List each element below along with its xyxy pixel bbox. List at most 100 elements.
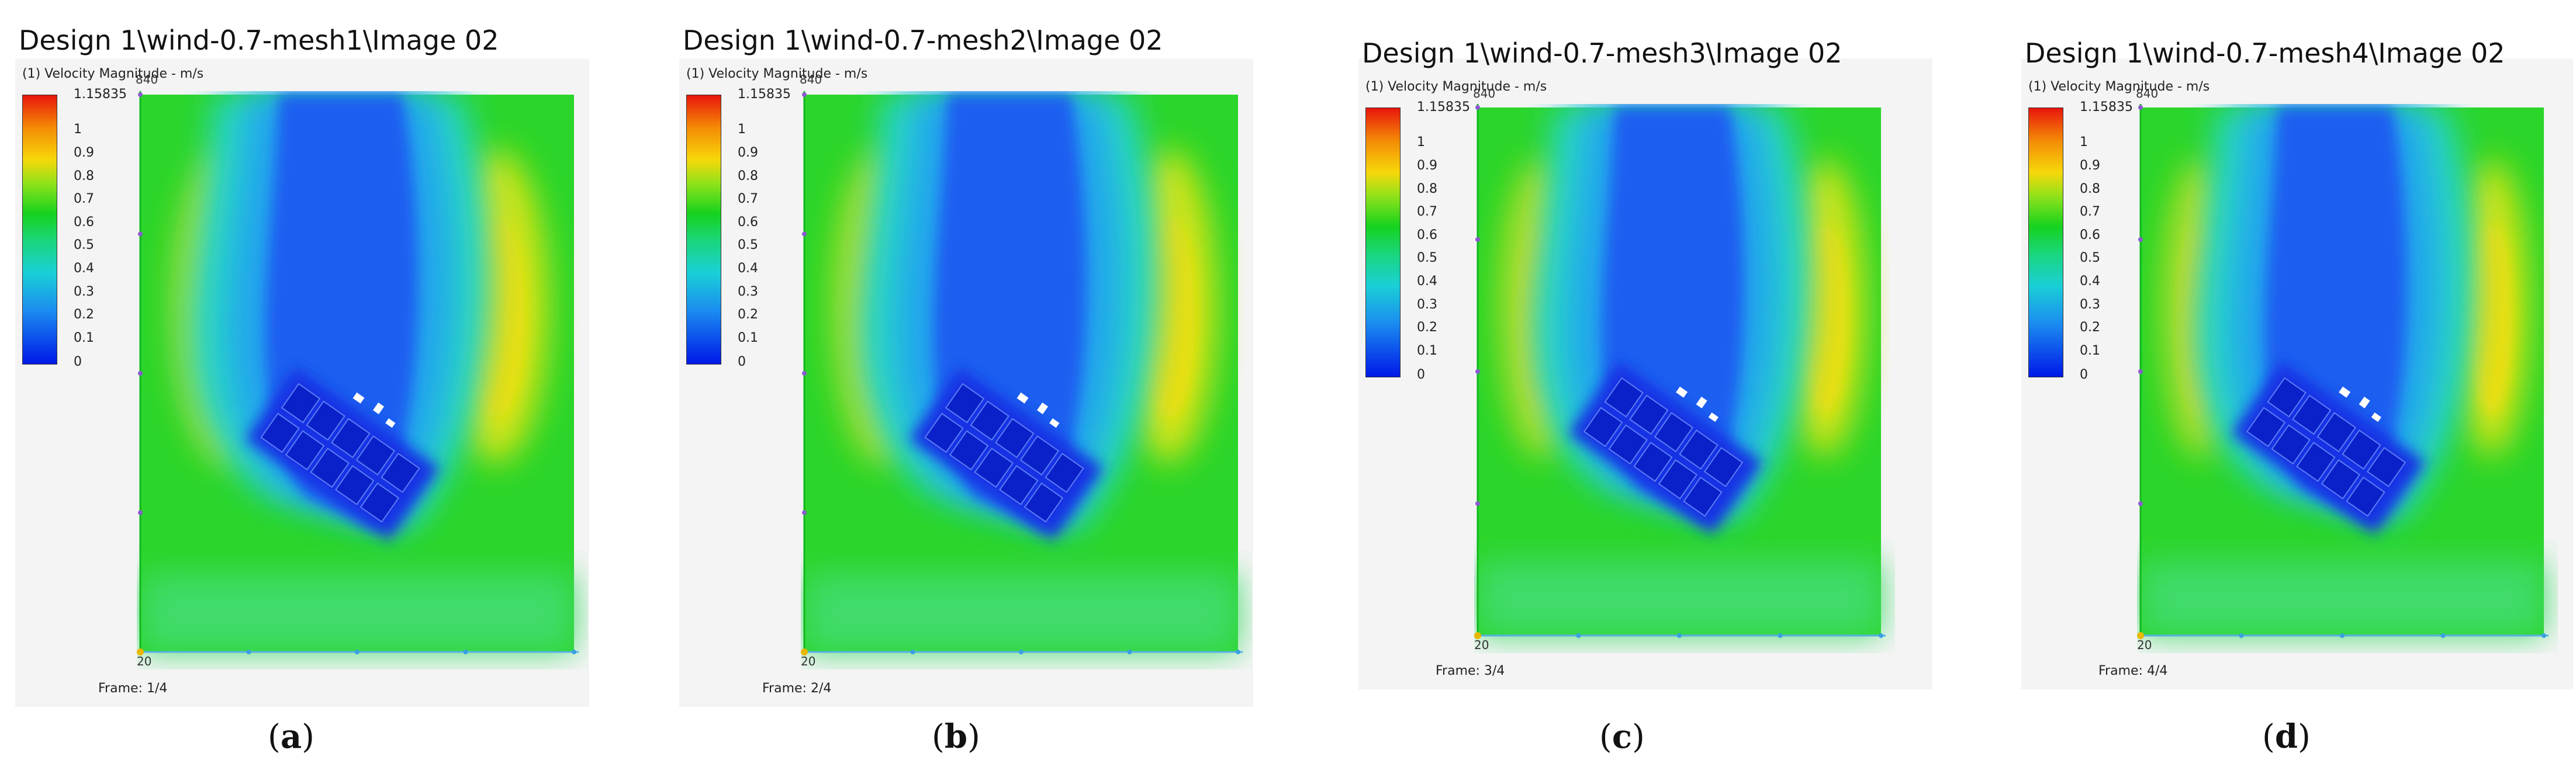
velocity-field xyxy=(2137,104,2558,653)
legend-tick: 0.8 xyxy=(2080,182,2100,196)
panel-d: Design 1\wind-0.7-mesh4\Image 02 (1) Vel… xyxy=(2017,0,2576,777)
legend-tick: 0.7 xyxy=(74,192,94,206)
panel-title: Design 1\wind-0.7-mesh4\Image 02 xyxy=(2025,37,2505,69)
velocity-field-image xyxy=(801,91,1243,655)
axis-origin-label: 20 xyxy=(137,654,152,668)
legend-tick: 0.5 xyxy=(1417,251,1437,265)
legend-ticks: 1.15835 1 0.9 0.8 0.7 0.6 0.5 0.4 0.3 0.… xyxy=(738,88,843,369)
axis-origin-label: 20 xyxy=(801,654,816,668)
panel-c: Design 1\wind-0.7-mesh3\Image 02 (1) Vel… xyxy=(1354,0,1938,777)
frame-counter: Frame: 3/4 xyxy=(1436,664,1505,678)
legend-ticks: 1.15835 1 0.9 0.8 0.7 0.6 0.5 0.4 0.3 0.… xyxy=(2080,101,2185,381)
building-cluster xyxy=(909,367,1104,540)
panel-title: Design 1\wind-0.7-mesh2\Image 02 xyxy=(683,25,1163,56)
legend-tick: 0.9 xyxy=(74,145,94,160)
legend-tick: 0.2 xyxy=(1417,320,1437,335)
axis-top-label: 840 xyxy=(800,72,822,86)
legend-tick: 0.7 xyxy=(738,192,758,206)
legend-colorbar xyxy=(1365,107,1401,377)
legend-tick: 0.6 xyxy=(74,215,94,230)
legend-tick: 0.8 xyxy=(738,169,758,183)
legend-tick: 0.3 xyxy=(74,285,94,299)
legend-tick: 0.3 xyxy=(2080,297,2100,312)
variable-label: (1) Velocity Magnitude - m/s xyxy=(22,67,204,81)
panel-title: Design 1\wind-0.7-mesh1\Image 02 xyxy=(19,25,499,56)
legend-tick: 0.2 xyxy=(738,307,758,322)
building-cluster xyxy=(245,367,440,540)
legend-ticks: 1.15835 1 0.9 0.8 0.7 0.6 0.5 0.4 0.3 0.… xyxy=(74,88,179,369)
legend-ticks: 1.15835 1 0.9 0.8 0.7 0.6 0.5 0.4 0.3 0.… xyxy=(1417,101,1522,381)
legend-tick: 0.9 xyxy=(1417,158,1437,173)
legend-colorbar xyxy=(22,95,57,365)
legend-max-label: 1.15835 xyxy=(74,87,127,102)
legend-tick: 0.4 xyxy=(738,261,758,276)
velocity-field xyxy=(137,91,588,670)
legend-colorbar xyxy=(2028,107,2063,377)
panel-caption: (d) xyxy=(2262,717,2311,756)
legend-tick: 0.1 xyxy=(1417,344,1437,358)
building-cluster xyxy=(2231,362,2426,535)
legend-max-label: 1.15835 xyxy=(2080,100,2133,115)
legend-tick: 0.7 xyxy=(1417,204,1437,219)
legend-tick: 0 xyxy=(74,355,82,369)
axis-top-label: 840 xyxy=(1473,86,1496,100)
variable-label: (1) Velocity Magnitude - m/s xyxy=(686,67,868,81)
caption-letter: d xyxy=(2274,717,2298,756)
panel-caption: (a) xyxy=(268,717,315,756)
legend-tick: 0.2 xyxy=(2080,320,2100,335)
legend-tick: 0.1 xyxy=(2080,344,2100,358)
caption-letter: a xyxy=(280,717,302,756)
velocity-field-image xyxy=(137,91,579,655)
legend-tick: 0.4 xyxy=(74,261,94,276)
legend-tick: 0.6 xyxy=(2080,228,2100,242)
legend-tick: 1 xyxy=(74,122,82,137)
legend-tick: 0.3 xyxy=(738,285,758,299)
panel-b: Design 1\wind-0.7-mesh2\Image 02 (1) Vel… xyxy=(675,0,1259,777)
legend-tick: 0 xyxy=(1417,367,1425,382)
frame-counter: Frame: 4/4 xyxy=(2098,664,2168,678)
variable-label: (1) Velocity Magnitude - m/s xyxy=(2028,79,2210,94)
panel-caption: (b) xyxy=(932,717,980,756)
legend-tick: 0.5 xyxy=(2080,251,2100,265)
velocity-field xyxy=(801,91,1252,670)
velocity-field-image xyxy=(1474,104,1886,639)
legend-tick: 1 xyxy=(1417,135,1425,150)
caption-letter: c xyxy=(1612,717,1632,756)
legend-tick: 0.3 xyxy=(1417,297,1437,312)
axis-origin-label: 20 xyxy=(1474,638,1489,652)
legend-tick: 0.2 xyxy=(74,307,94,322)
velocity-field-image xyxy=(2137,104,2549,639)
legend-tick: 0.6 xyxy=(1417,228,1437,242)
legend-tick: 0 xyxy=(2080,367,2088,382)
building-cluster xyxy=(1568,362,1763,535)
legend-tick: 0.8 xyxy=(74,169,94,183)
legend-max-label: 1.15835 xyxy=(738,87,791,102)
frame-counter: Frame: 2/4 xyxy=(762,681,832,696)
panel-a: Design 1\wind-0.7-mesh1\Image 02 (1) Vel… xyxy=(11,0,595,777)
axis-top-label: 840 xyxy=(136,72,158,86)
legend-tick: 0.9 xyxy=(738,145,758,160)
panel-caption: (c) xyxy=(1599,717,1645,756)
axis-origin-label: 20 xyxy=(2137,638,2152,652)
legend-tick: 0.1 xyxy=(738,331,758,345)
legend-colorbar xyxy=(686,95,721,365)
legend-tick: 1 xyxy=(738,122,746,137)
legend-tick: 0.4 xyxy=(2080,274,2100,289)
axis-top-label: 840 xyxy=(2136,86,2159,100)
caption-letter: b xyxy=(944,717,968,756)
velocity-field xyxy=(1474,104,1895,653)
variable-label: (1) Velocity Magnitude - m/s xyxy=(1365,79,1547,94)
legend-tick: 0.5 xyxy=(74,238,94,252)
legend-tick: 0.8 xyxy=(1417,182,1437,196)
legend-tick: 0.7 xyxy=(2080,204,2100,219)
legend-tick: 0.5 xyxy=(738,238,758,252)
legend-tick: 0.1 xyxy=(74,331,94,345)
frame-counter: Frame: 1/4 xyxy=(98,681,168,696)
legend-tick: 0.9 xyxy=(2080,158,2100,173)
panel-title: Design 1\wind-0.7-mesh3\Image 02 xyxy=(1362,37,1842,69)
legend-tick: 0.6 xyxy=(738,215,758,230)
legend-tick: 0.4 xyxy=(1417,274,1437,289)
legend-tick: 0 xyxy=(738,355,746,369)
legend-tick: 1 xyxy=(2080,135,2088,150)
legend-max-label: 1.15835 xyxy=(1417,100,1470,115)
